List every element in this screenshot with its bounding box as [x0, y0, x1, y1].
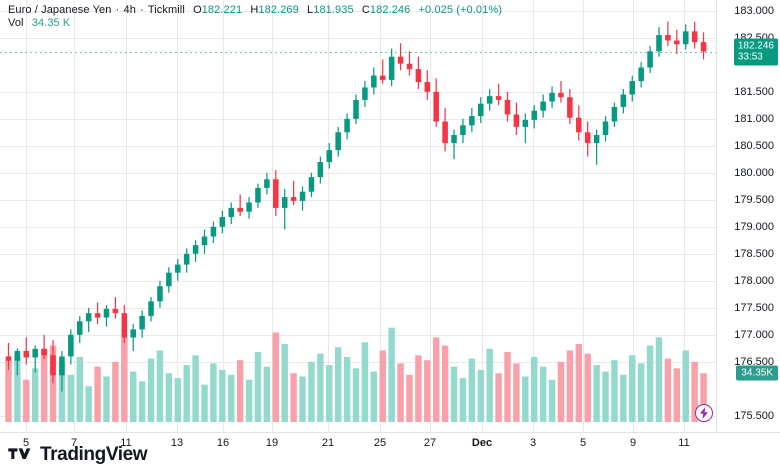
time-tick-label: 21 — [321, 437, 335, 449]
tradingview-wordmark: TradingView — [40, 444, 148, 465]
price-tick-label: 178.000 — [734, 274, 774, 287]
chart-plot-area[interactable] — [0, 0, 716, 432]
price-tick-label: 175.500 — [734, 409, 774, 422]
time-tick-label: 5 — [22, 437, 30, 449]
chart-gridlines — [0, 0, 716, 432]
time-tick-label: 11 — [678, 437, 690, 449]
realtime-lightning-icon[interactable] — [694, 404, 713, 422]
tradingview-mark-icon — [8, 447, 31, 459]
time-axis[interactable]: 5 7 11 13 16 19 21 25 27 Dec 3 5 9 11 — [0, 432, 780, 454]
price-tick-label: 177.500 — [734, 301, 774, 314]
time-tick-label: 7 — [70, 437, 78, 449]
candlestick-series — [5, 21, 707, 392]
price-axis[interactable]: 183.000182.500181.500181.000180.500180.0… — [716, 0, 780, 432]
price-tick-label: 177.000 — [734, 328, 774, 341]
time-tick-label: 16 — [216, 437, 230, 449]
current-price-badge[interactable]: 182.246 33:53 — [733, 38, 778, 66]
price-tick-label: 181.500 — [734, 85, 774, 98]
time-tick-label: 3 — [529, 437, 537, 449]
price-tick-label: 183.000 — [734, 4, 774, 17]
time-tick-label: 13 — [170, 437, 184, 449]
time-tick-label: 5 — [579, 437, 587, 449]
time-tick-label: Dec — [471, 437, 493, 449]
time-tick-label: 11 — [120, 437, 132, 449]
bar-countdown: 33:53 — [737, 51, 763, 63]
current-price-value: 182.246 — [737, 40, 774, 52]
price-tick-label: 179.500 — [734, 193, 774, 206]
price-tick-label: 178.500 — [734, 247, 774, 260]
time-tick-label: 25 — [373, 437, 387, 449]
tradingview-logo[interactable]: TradingView — [8, 444, 148, 466]
price-tick-label: 179.000 — [734, 220, 774, 233]
time-tick-label: 19 — [265, 437, 279, 449]
volume-histogram — [5, 327, 707, 422]
lightning-bolt-glyph — [699, 407, 708, 419]
price-line-overlay — [0, 52, 716, 53]
time-tick-label: 27 — [423, 437, 437, 449]
price-tick-label: 180.000 — [734, 166, 774, 179]
price-tick-label: 181.000 — [734, 112, 774, 125]
volume-badge[interactable]: 34.35K — [736, 365, 778, 381]
price-tick-label: 180.500 — [734, 139, 774, 152]
price-tick-label: 176.500 — [734, 355, 774, 368]
time-tick-label: 9 — [629, 437, 637, 449]
